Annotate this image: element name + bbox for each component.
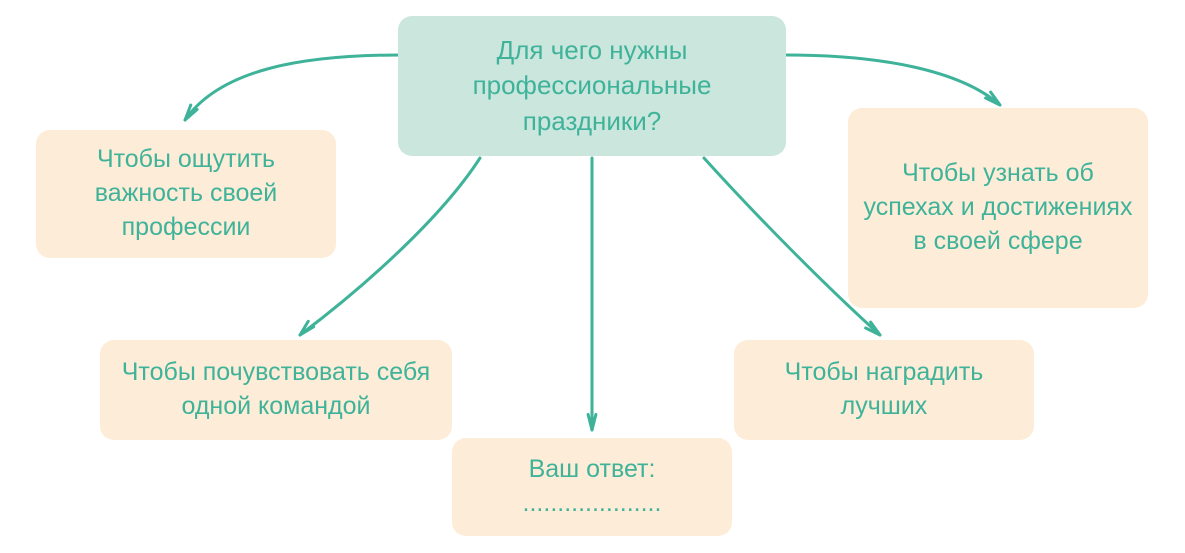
arrowhead-4 (986, 92, 1000, 105)
leaf-your-answer: Ваш ответ: .................... (452, 438, 732, 536)
leaf-achievements-label: Чтобы узнать об успехах и достижениях в … (862, 157, 1134, 258)
arrow-4 (786, 55, 1000, 105)
leaf-your-answer-label: Ваш ответ: .................... (466, 453, 718, 521)
arrow-0 (185, 55, 400, 120)
leaf-achievements: Чтобы узнать об успехах и достижениях в … (848, 108, 1148, 308)
leaf-reward-label: Чтобы наградить лучших (748, 356, 1020, 424)
leaf-importance-label: Чтобы ощутить важность своей профессии (50, 143, 322, 244)
arrowhead-2 (588, 414, 596, 430)
arrowhead-3 (866, 322, 880, 335)
diagram-canvas: Для чего нужны профессиональные праздник… (0, 0, 1185, 553)
central-node: Для чего нужны профессиональные праздник… (398, 16, 786, 156)
leaf-team-label: Чтобы почувствовать себя одной командой (114, 356, 438, 424)
central-node-label: Для чего нужны профессиональные праздник… (416, 33, 768, 138)
arrowhead-0 (185, 105, 197, 120)
leaf-importance: Чтобы ощутить важность своей профессии (36, 130, 336, 258)
leaf-team: Чтобы почувствовать себя одной командой (100, 340, 452, 440)
leaf-reward: Чтобы наградить лучших (734, 340, 1034, 440)
arrowhead-1 (300, 321, 314, 335)
